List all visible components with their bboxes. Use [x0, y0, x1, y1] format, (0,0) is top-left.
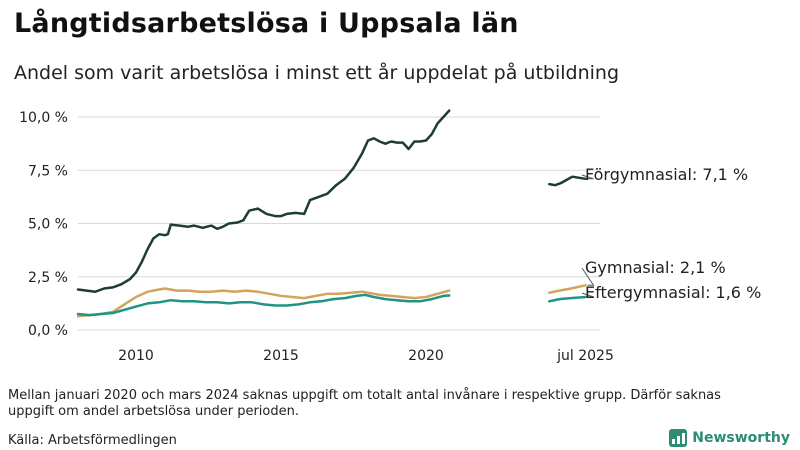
x-tick-label: jul 2025 — [556, 348, 614, 364]
series-line-eftergymnasial — [548, 295, 587, 303]
y-tick-label: 5,0 % — [28, 217, 68, 233]
y-tick-label: 7,5 % — [28, 163, 68, 179]
series-label-eftergymnasial: Eftergymnasial: 1,6 % — [585, 283, 761, 302]
x-tick-label: 2020 — [408, 348, 444, 364]
source-text: Källa: Arbetsförmedlingen — [8, 433, 177, 448]
series-line-gymnasial — [548, 284, 587, 294]
footnote: Mellan januari 2020 och mars 2024 saknas… — [8, 388, 721, 419]
series-label-förgymnasial: Förgymnasial: 7,1 % — [585, 165, 748, 184]
y-tick-label: 2,5 % — [28, 270, 68, 286]
chart-title: Långtidsarbetslösa i Uppsala län — [14, 8, 519, 39]
y-tick-label: 0,0 % — [28, 323, 68, 339]
chart-subtitle: Andel som varit arbetslösa i minst ett å… — [14, 62, 620, 84]
series-line-eftergymnasial — [76, 293, 451, 317]
series-line-förgymnasial — [548, 175, 587, 187]
series-line-gymnasial — [76, 287, 451, 318]
brand-logo: Newsworthy — [669, 428, 790, 448]
brand-name: Newsworthy — [692, 430, 790, 446]
x-tick-label: 2015 — [263, 348, 299, 364]
label-leader-line — [581, 174, 594, 180]
y-tick-label: 10,0 % — [19, 110, 68, 126]
x-tick-label: 2010 — [118, 348, 154, 364]
bar-chart-icon — [669, 429, 688, 447]
series-label-gymnasial: Gymnasial: 2,1 % — [585, 258, 726, 277]
series-line-förgymnasial — [76, 109, 451, 293]
label-leader-line — [581, 267, 595, 286]
label-leader-line — [581, 292, 594, 298]
